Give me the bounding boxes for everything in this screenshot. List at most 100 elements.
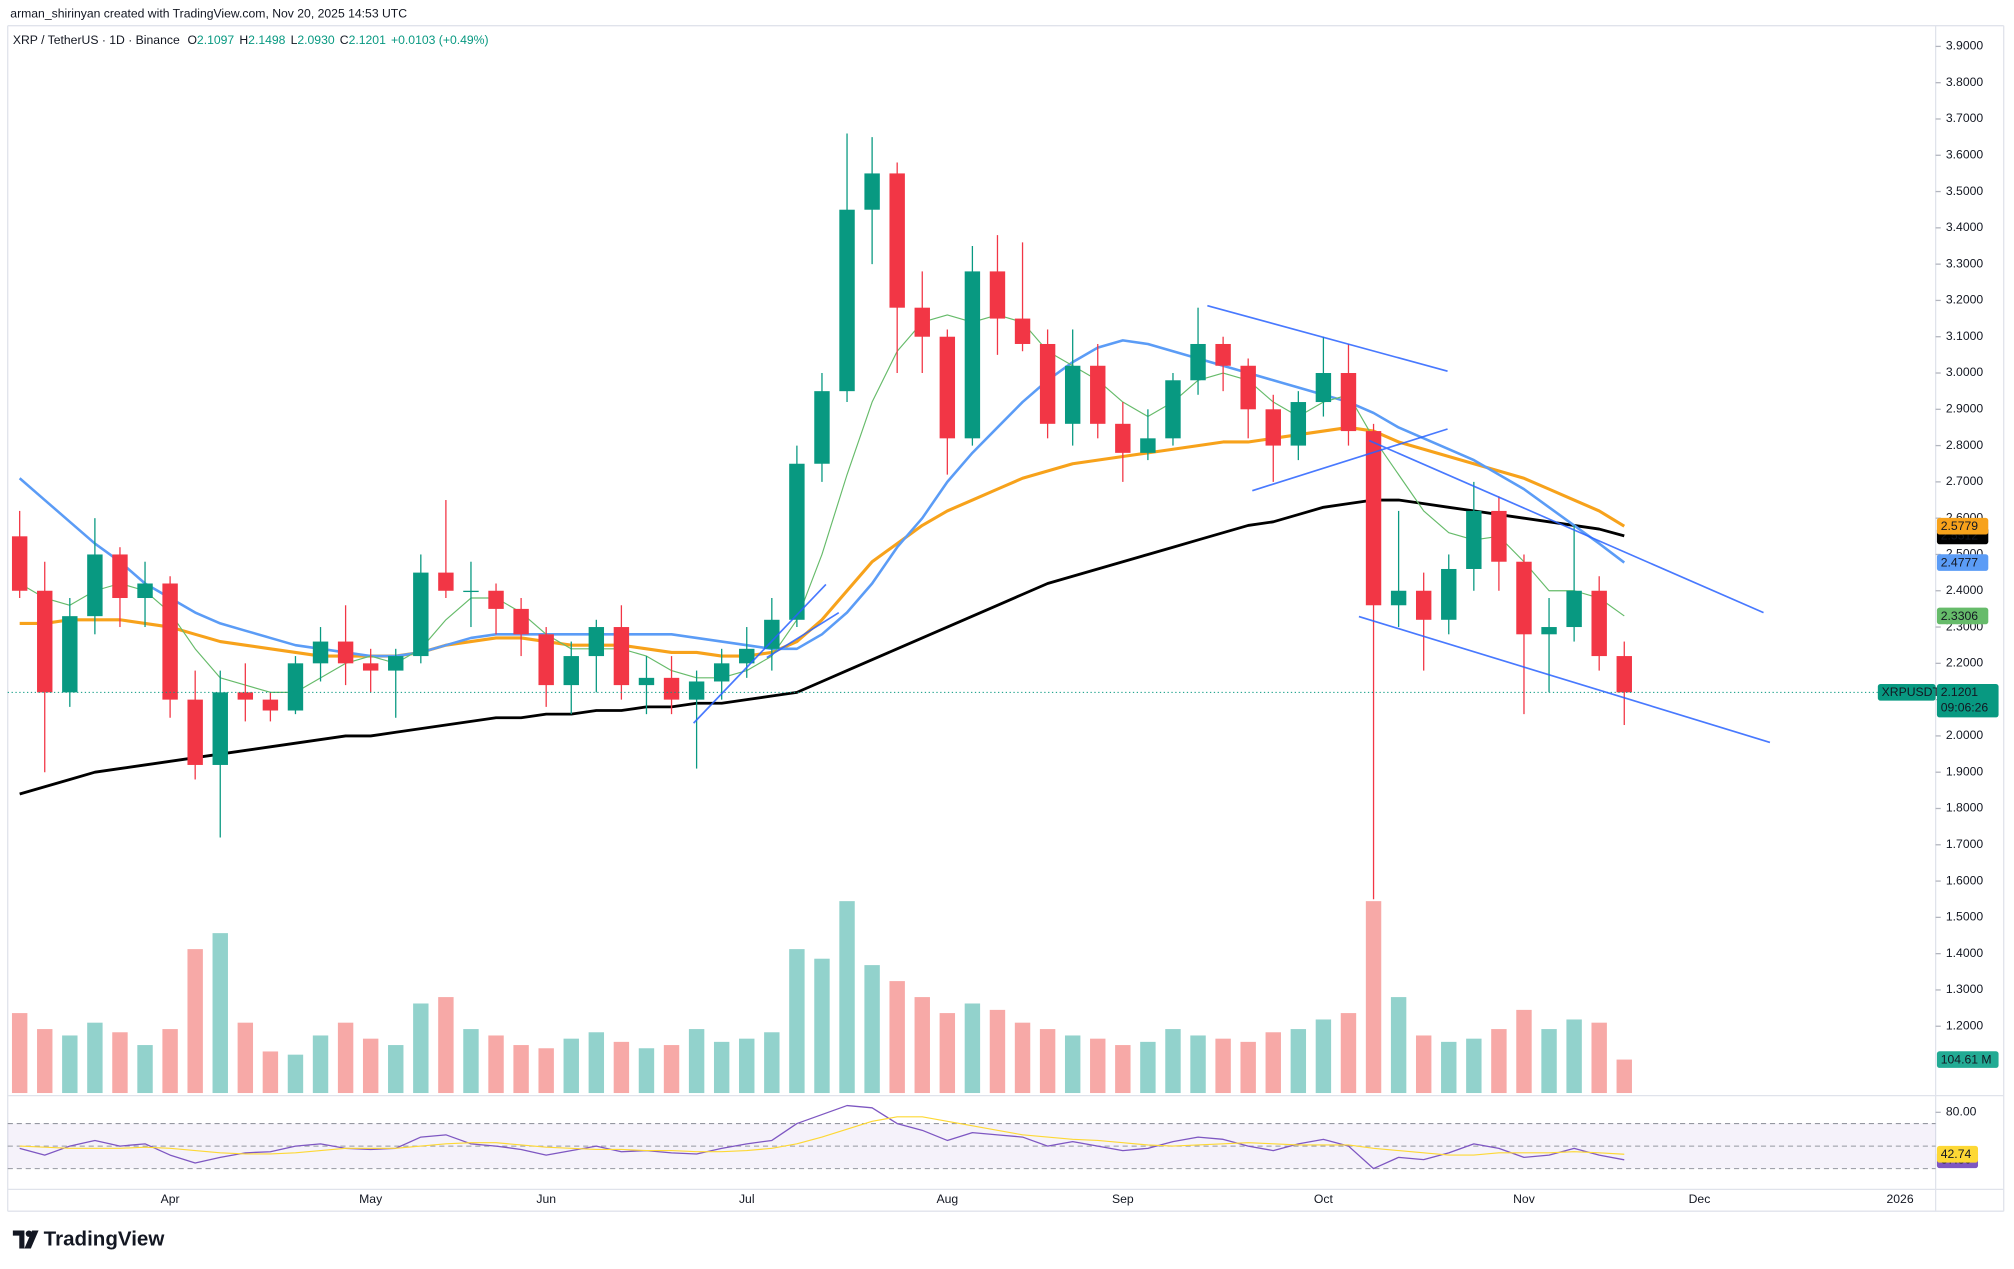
price-tag-label: 42.74 (1941, 1147, 1972, 1161)
y-tick-label: 1.2000 (1946, 1018, 1983, 1032)
ohlc-key: O (187, 33, 196, 47)
volume-bar (1616, 1059, 1632, 1094)
candle-body (789, 463, 805, 620)
volume-bar (1064, 1035, 1081, 1094)
volume-bar (814, 958, 830, 1094)
candle-body (413, 572, 429, 657)
volume-bar (463, 1029, 479, 1094)
volume-bar (914, 997, 930, 1094)
y-tick-label: 2.9000 (1946, 402, 1983, 416)
price-tag (1936, 607, 1989, 625)
volume-bar (1491, 1029, 1507, 1094)
y-tick-label: 1.8000 (1946, 801, 1983, 815)
volume-bar (1165, 1029, 1181, 1094)
candle-body (11, 536, 28, 591)
candle-body (1140, 438, 1156, 453)
volume-bar (212, 933, 228, 1094)
volume-bar (1415, 1035, 1432, 1094)
volume-bar (37, 1029, 53, 1094)
volume-bar (1140, 1041, 1156, 1094)
symbol-tag (1877, 683, 1936, 701)
y-tick-label: 3.0000 (1946, 365, 1983, 379)
volume-bar (1315, 1019, 1332, 1094)
x-tick-label: May (359, 1192, 383, 1206)
y-tick-label: 2.8000 (1946, 438, 1983, 452)
moving-average (19, 498, 1625, 796)
volume-bar (262, 1051, 279, 1094)
volume-bar (739, 1038, 755, 1094)
price-tag-label: 104.61 M (1941, 1052, 1992, 1066)
candle-body (538, 634, 554, 686)
change: +0.0103 (+0.49%) (391, 33, 489, 47)
y-tick-label: 3.4000 (1946, 220, 1983, 234)
price-tag-label: 2.5779 (1941, 519, 1978, 533)
price-tag (1936, 683, 1999, 718)
y-tick-label: 2.7000 (1946, 474, 1983, 488)
price-tag (1936, 1051, 1999, 1068)
ohlc-value: 2.1498 (248, 33, 285, 47)
volume-bar (1190, 1035, 1206, 1094)
ohlc-key: C (340, 33, 349, 47)
candle-body (1215, 343, 1231, 366)
x-tick-label: Oct (1314, 1192, 1334, 1206)
price-tag (1936, 554, 1989, 571)
candle-body (1616, 656, 1632, 693)
trend-line (766, 611, 840, 659)
candle-body (588, 627, 605, 657)
candle-body (889, 173, 905, 308)
ohlc-key: L (291, 33, 298, 47)
volume-bar (964, 1003, 981, 1094)
candle-body (312, 641, 329, 664)
volume-bar (11, 1013, 28, 1094)
candle-body (1064, 365, 1081, 424)
candle-body (463, 590, 479, 593)
trend-line (1368, 439, 1764, 614)
frame (7, 25, 2005, 1212)
candle-body (964, 271, 981, 439)
candle-body (989, 271, 1006, 319)
volume-bar (312, 1035, 329, 1094)
candle-body (1491, 510, 1507, 562)
y-tick-label: 2.2000 (1946, 656, 1983, 670)
y-tick-label: 1.9000 (1946, 764, 1983, 778)
candle-body (1265, 409, 1281, 446)
legend-line: XRP / TetherUS · 1D · Binance O2.1097 H2.1… (13, 33, 489, 47)
volume-bar (1566, 1019, 1582, 1094)
countdown: 09:06:26 (1941, 701, 1989, 715)
candle-body (388, 656, 404, 671)
candle-body (62, 616, 78, 693)
credit: arman_shirinyan created with TradingView… (10, 6, 407, 20)
volume-bar (1466, 1038, 1482, 1094)
moving-average (19, 425, 1626, 658)
y-tick-label: 1.3000 (1946, 982, 1983, 996)
candle-body (688, 681, 705, 700)
candle-body (1541, 627, 1557, 635)
y-tick-label: 1.7000 (1946, 837, 1983, 851)
volume-bar (613, 1041, 630, 1094)
volume-bar (337, 1022, 354, 1094)
volume-bar (538, 1048, 554, 1094)
volume-bar (1115, 1045, 1131, 1094)
x-tick-label: 2026 (1886, 1192, 1913, 1206)
candle-body (1290, 402, 1307, 446)
symbol-tag-label: XRPUSDT (1882, 685, 1941, 699)
y-tick-label: 1.6000 (1946, 873, 1983, 887)
volume-bar (713, 1041, 730, 1094)
candle-body (1115, 423, 1131, 453)
candle-body (1441, 568, 1457, 620)
volume-bar (1591, 1022, 1607, 1094)
y-tick-label: 3.6000 (1946, 147, 1983, 161)
y-tick-label: 2.0000 (1946, 728, 1983, 742)
rsi-ma-line (19, 1116, 1625, 1156)
volume-bar (789, 949, 805, 1094)
plot: 1.2000 1.3000 1.4000 1.5000 1.6000 1.7000 1.80… (7, 39, 1999, 1206)
trend-line (692, 583, 827, 724)
candle-body (1516, 561, 1532, 635)
ohlc-value: 2.0930 (297, 33, 334, 47)
x-tick-label: Sep (1112, 1192, 1134, 1206)
price-tag-label: 2.1201 (1941, 685, 1978, 699)
ohlc-value: 2.1201 (349, 33, 386, 47)
